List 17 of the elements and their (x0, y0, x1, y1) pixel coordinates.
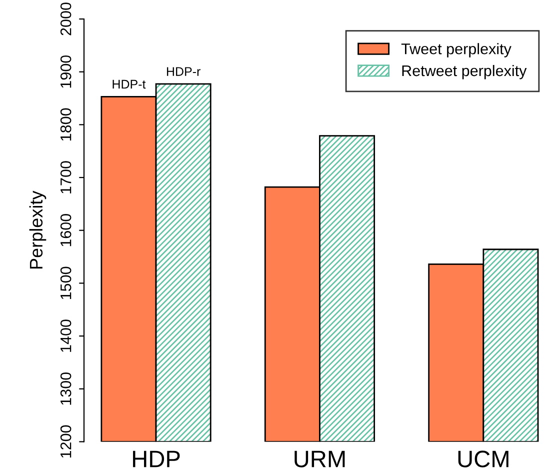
legend-label: Retweet perplexity (402, 64, 527, 80)
y-tick-label: 1800 (60, 108, 72, 140)
legend-label: Tweet perplexity (401, 43, 512, 58)
y-tick-label: 1700 (60, 161, 72, 194)
y-tick-label: 1900 (60, 55, 72, 88)
y-tick-label: 1400 (60, 320, 72, 352)
y-tick-label: 1600 (60, 214, 72, 246)
annotation: HDP-r (166, 67, 200, 76)
x-tick-label: HDP (133, 450, 180, 468)
x-tick-label: UCM (458, 450, 508, 468)
x-tick-label: URM (294, 450, 345, 468)
y-axis-title: Perplexity (29, 190, 46, 269)
y-tick-label: 1200 (60, 425, 72, 458)
annotation: HDP-t (112, 80, 146, 89)
y-tick-label: 1300 (60, 372, 72, 405)
y-tick-label: 2000 (60, 2, 72, 36)
y-tick-label: 1500 (60, 266, 72, 300)
